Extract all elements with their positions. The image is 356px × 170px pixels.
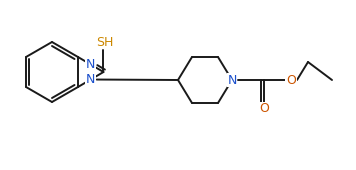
Text: O: O <box>286 73 296 87</box>
Text: N: N <box>227 73 237 87</box>
Text: N: N <box>86 58 95 71</box>
Text: N: N <box>86 73 95 86</box>
Text: SH: SH <box>96 36 113 48</box>
Text: O: O <box>259 103 269 115</box>
